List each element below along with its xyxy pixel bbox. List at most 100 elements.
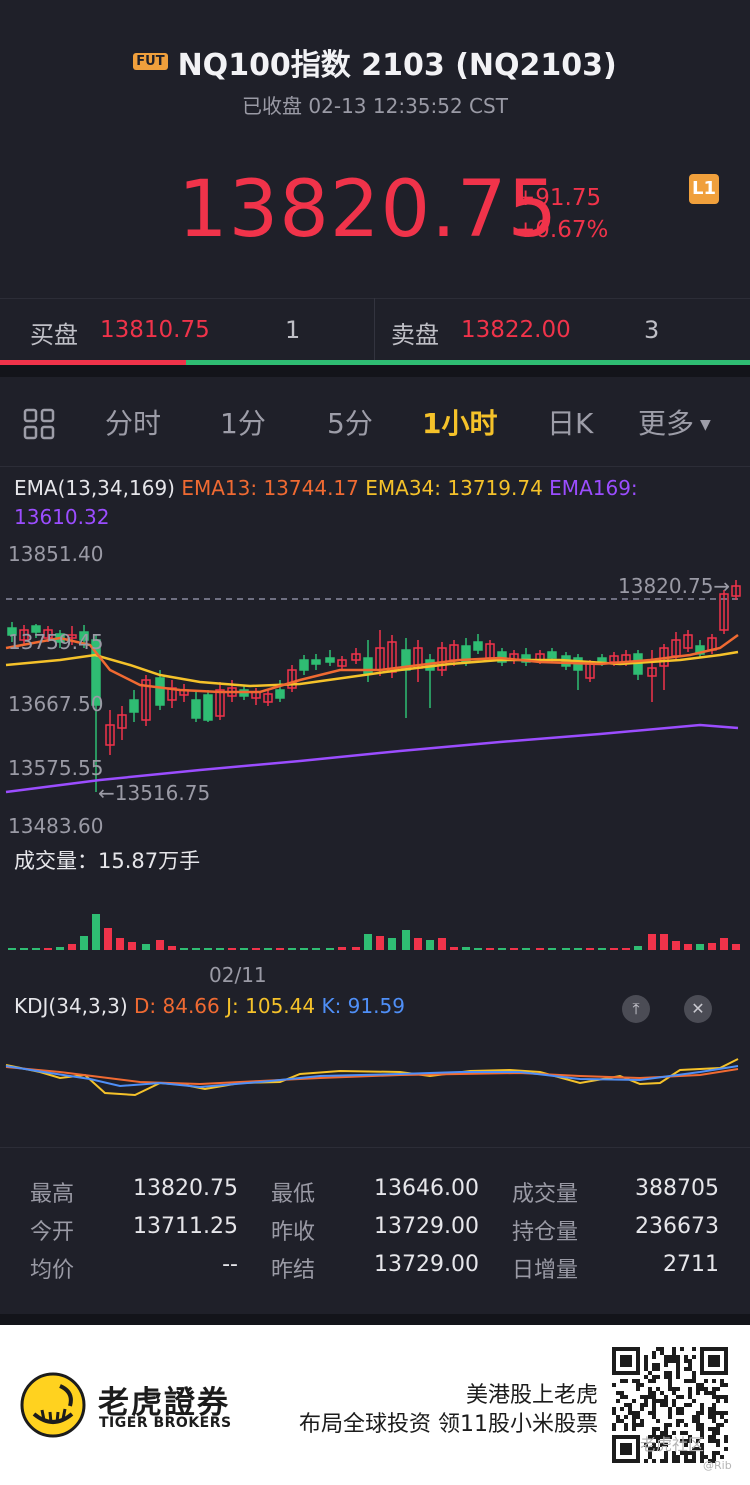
volume-bar	[288, 948, 296, 950]
volume-bar	[312, 948, 320, 950]
volume-bar	[522, 948, 530, 950]
stat-label: 昨收	[271, 1220, 316, 1245]
volume-bar	[56, 947, 64, 950]
price-axis-label: 13667.50	[8, 692, 104, 716]
ema13-value: EMA13: 13744.17	[181, 476, 359, 500]
tab-1min[interactable]: 1分	[220, 407, 266, 440]
stat-prev-close: 13729.00	[374, 1214, 479, 1239]
stat-label: 最高	[30, 1182, 75, 1207]
candle-body	[731, 585, 741, 597]
tab-1hour[interactable]: 1小时	[422, 407, 498, 440]
candle-body	[337, 659, 347, 667]
ema169-label: EMA169:	[549, 476, 638, 500]
volume-bar	[276, 948, 284, 950]
volume-bar	[68, 944, 76, 950]
watermark: 老虎社区	[640, 1435, 705, 1454]
kdj-d-line	[5, 1066, 739, 1086]
bid-label: 买盘	[30, 321, 78, 349]
ask-size: 3	[644, 316, 660, 344]
price-axis-label: 13759.45	[8, 630, 104, 654]
volume-bar	[326, 948, 334, 950]
volume-bar	[352, 947, 360, 950]
divider	[0, 466, 750, 467]
bid-size: 1	[285, 316, 301, 344]
volume-bar	[474, 948, 482, 950]
candle-body	[215, 689, 225, 717]
tab-daily[interactable]: 日K	[547, 407, 594, 440]
kdj-chart	[5, 1058, 739, 1097]
low-price-marker: ←13516.75	[98, 781, 211, 805]
ask-price: 13822.00	[461, 317, 571, 343]
volume-bar	[562, 948, 570, 950]
price-axis-max: 13851.40	[8, 542, 104, 566]
stat-label: 今开	[30, 1220, 75, 1245]
tab-more[interactable]: 更多 ▼	[638, 395, 711, 458]
stat-label: 最低	[271, 1182, 316, 1207]
kdj-k-line	[5, 1065, 739, 1089]
volume-bar	[376, 936, 384, 950]
period-tabs: 分时 1分 5分 1小时 日K 更多 ▼	[0, 395, 750, 455]
volume-bar	[622, 948, 630, 950]
volume-chart	[8, 914, 740, 950]
stat-label: 持仓量	[512, 1220, 579, 1245]
stat-label: 日增量	[512, 1258, 579, 1283]
stat-low: 13646.00	[374, 1176, 479, 1201]
tab-intraday[interactable]: 分时	[105, 407, 162, 440]
volume-bar	[536, 948, 544, 950]
candle-body	[437, 647, 447, 671]
tab-5min[interactable]: 5分	[327, 407, 373, 440]
ema34-line	[5, 650, 739, 688]
volume-bar	[672, 941, 680, 950]
ema-title: EMA(13,34,169)	[14, 476, 175, 500]
kdj-title: KDJ(34,3,3)	[14, 994, 128, 1018]
volume-label: 成交量	[14, 849, 77, 873]
volume-bar	[388, 938, 396, 950]
candle-body	[129, 699, 139, 713]
level1-badge[interactable]: L1	[689, 174, 719, 204]
volume-bar	[8, 948, 16, 950]
volume-bar	[634, 946, 642, 950]
volume-bar	[402, 930, 410, 950]
candlestick-chart[interactable]	[0, 530, 750, 850]
stat-open-interest: 236673	[635, 1214, 719, 1239]
volume-bar	[338, 947, 346, 950]
slogan-line-1: 美港股上老虎	[465, 1383, 598, 1408]
candle-body	[547, 651, 557, 659]
candle-body	[473, 641, 483, 651]
candle-body	[287, 669, 297, 689]
brand-name-en: TIGER BROKERS	[99, 1415, 232, 1431]
pin-top-icon[interactable]: ⤒	[622, 995, 650, 1023]
volume-bar	[648, 934, 656, 950]
candle-body	[263, 693, 273, 703]
date-axis-label: 02/11	[209, 963, 267, 987]
volume-legend: 成交量：15.87万手	[14, 845, 200, 875]
candle-body	[117, 714, 127, 729]
layout-grid-icon[interactable]	[22, 395, 56, 461]
volume-bar	[92, 914, 100, 950]
price-axis-min: 13483.60	[8, 814, 104, 838]
candle-body	[91, 639, 101, 706]
tiger-logo-icon	[20, 1372, 86, 1438]
kdj-j-value: J: 105.44	[226, 994, 316, 1018]
stat-high: 13820.75	[133, 1176, 238, 1201]
close-icon[interactable]: ✕	[684, 995, 712, 1023]
candle-body	[325, 657, 335, 663]
last-price: 13820.75	[178, 165, 559, 255]
volume-bar	[264, 948, 272, 950]
volume-bar	[240, 948, 248, 950]
volume-bar	[180, 948, 188, 950]
stat-average: --	[222, 1252, 238, 1277]
volume-bar	[156, 940, 164, 950]
ema169-value: 13610.32	[14, 505, 110, 529]
candle-body	[363, 657, 373, 675]
stat-label: 成交量	[512, 1182, 579, 1207]
qr-code-icon	[612, 1347, 728, 1463]
chevron-down-icon: ▼	[700, 417, 711, 433]
volume-bar	[462, 947, 470, 950]
candle-body	[647, 667, 657, 677]
volume-bar	[732, 944, 740, 950]
candle-body	[275, 689, 285, 699]
volume-value: ：15.87万手	[77, 849, 201, 873]
stat-label: 昨结	[271, 1258, 316, 1283]
kdj-d-value: D: 84.66	[134, 994, 220, 1018]
